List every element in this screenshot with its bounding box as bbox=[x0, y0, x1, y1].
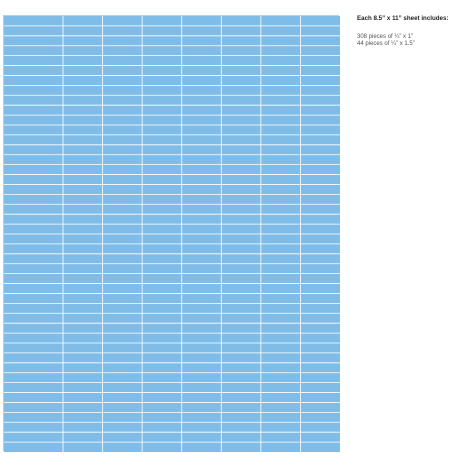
piece-list: 308 pieces of ¼” x 1” 44 pieces of ¼” x … bbox=[357, 34, 465, 48]
piece-line-quarter-by-one: 308 pieces of ¼” x 1” bbox=[357, 34, 414, 40]
sheet-info-heading: Each 8.5” x 11” sheet includes: bbox=[357, 15, 449, 22]
piece-line-quarter-by-one-half: 44 pieces of ¼” x 1.5” bbox=[357, 41, 415, 47]
sheet-info: Each 8.5” x 11” sheet includes: 308 piec… bbox=[357, 15, 465, 48]
label-sheet bbox=[3, 15, 340, 452]
label-grid bbox=[4, 16, 340, 452]
